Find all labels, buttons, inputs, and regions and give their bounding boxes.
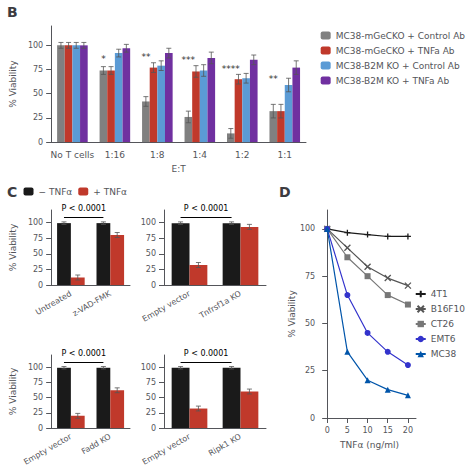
svg-text:0: 0 — [38, 281, 43, 290]
svg-text:% Viability: % Viability — [8, 60, 18, 108]
svg-text:100: 100 — [28, 41, 43, 50]
svg-text:5: 5 — [345, 426, 350, 435]
svg-text:25: 25 — [146, 408, 156, 417]
svg-text:*: * — [101, 54, 106, 64]
svg-text:50: 50 — [146, 393, 156, 402]
svg-text:Empty vector: Empty vector — [141, 432, 193, 467]
svg-text:1:2: 1:2 — [235, 150, 249, 160]
svg-text:20: 20 — [403, 426, 413, 435]
svg-text:P < 0.0001: P < 0.0001 — [61, 204, 106, 213]
svg-text:Untreated: Untreated — [34, 289, 73, 317]
svg-text:Ripk1 KO: Ripk1 KO — [207, 432, 243, 458]
svg-text:B16F10: B16F10 — [431, 304, 466, 314]
svg-text:0: 0 — [310, 414, 315, 423]
svg-text:P < 0.0001: P < 0.0001 — [184, 349, 229, 358]
svg-text:Empty vector: Empty vector — [141, 289, 193, 324]
svg-text:75: 75 — [33, 378, 43, 387]
svg-text:1:8: 1:8 — [150, 150, 165, 160]
svg-text:75: 75 — [146, 234, 156, 243]
svg-text:Tnfrsf1a KO: Tnfrsf1a KO — [197, 289, 243, 321]
svg-text:50: 50 — [33, 249, 43, 258]
svg-text:100: 100 — [141, 363, 156, 372]
svg-text:25: 25 — [305, 366, 315, 375]
svg-text:P < 0.0001: P < 0.0001 — [184, 204, 229, 213]
svg-text:+ TNFα: + TNFα — [93, 187, 127, 197]
svg-text:0: 0 — [151, 281, 156, 290]
svg-text:EMT6: EMT6 — [431, 334, 456, 344]
svg-text:% Viability: % Viability — [8, 223, 18, 271]
svg-text:E:T: E:T — [171, 164, 186, 174]
svg-text:z-VAD-FMK: z-VAD-FMK — [71, 289, 113, 319]
svg-text:50: 50 — [33, 393, 43, 402]
svg-text:% Viability: % Viability — [287, 290, 297, 338]
svg-text:100: 100 — [141, 218, 156, 227]
svg-text:50: 50 — [146, 249, 156, 258]
svg-text:B: B — [7, 4, 18, 20]
svg-text:MC38-mGeCKO + TNFa Ab: MC38-mGeCKO + TNFa Ab — [336, 46, 455, 56]
svg-text:C: C — [7, 184, 17, 200]
svg-text:75: 75 — [146, 378, 156, 387]
svg-text:****: **** — [222, 64, 241, 74]
svg-text:50: 50 — [33, 89, 43, 98]
svg-text:0: 0 — [38, 138, 43, 147]
svg-text:**: ** — [269, 74, 279, 84]
svg-text:**: ** — [141, 52, 151, 62]
svg-text:100: 100 — [28, 363, 43, 372]
svg-text:50: 50 — [305, 319, 315, 328]
svg-text:MC38: MC38 — [431, 349, 457, 359]
svg-text:TNFα (ng/ml): TNFα (ng/ml) — [339, 440, 399, 450]
svg-text:No T cells: No T cells — [51, 150, 95, 160]
svg-text:100: 100 — [28, 218, 43, 227]
svg-text:− TNFα: − TNFα — [39, 187, 73, 197]
svg-text:1:16: 1:16 — [105, 150, 125, 160]
svg-text:25: 25 — [33, 113, 43, 122]
svg-text:75: 75 — [33, 234, 43, 243]
svg-text:MC38-B2M KO + TNFa Ab: MC38-B2M KO + TNFa Ab — [336, 76, 450, 86]
svg-text:P < 0.0001: P < 0.0001 — [61, 349, 106, 358]
svg-text:% Viability: % Viability — [8, 367, 18, 415]
svg-text:0: 0 — [151, 424, 156, 433]
svg-text:1:1: 1:1 — [278, 150, 292, 160]
svg-text:10: 10 — [362, 426, 372, 435]
svg-text:15: 15 — [383, 426, 393, 435]
svg-text:4T1: 4T1 — [431, 289, 448, 299]
svg-text:100: 100 — [300, 224, 315, 233]
svg-text:CT26: CT26 — [431, 319, 455, 329]
svg-text:75: 75 — [33, 65, 43, 74]
svg-text:1:4: 1:4 — [193, 150, 208, 160]
svg-text:25: 25 — [33, 408, 43, 417]
svg-text:25: 25 — [33, 265, 43, 274]
svg-text:25: 25 — [146, 265, 156, 274]
svg-text:0: 0 — [38, 424, 43, 433]
svg-text:D: D — [279, 184, 291, 200]
svg-text:***: *** — [182, 55, 196, 65]
svg-text:Empty vector: Empty vector — [22, 432, 74, 467]
svg-text:MC38-mGeCKO + Control Ab: MC38-mGeCKO + Control Ab — [336, 31, 466, 41]
svg-text:0: 0 — [325, 426, 330, 435]
svg-text:75: 75 — [305, 272, 315, 281]
svg-text:Fadd KO: Fadd KO — [80, 432, 113, 456]
svg-text:MC38-B2M KO + Control Ab: MC38-B2M KO + Control Ab — [336, 61, 460, 71]
